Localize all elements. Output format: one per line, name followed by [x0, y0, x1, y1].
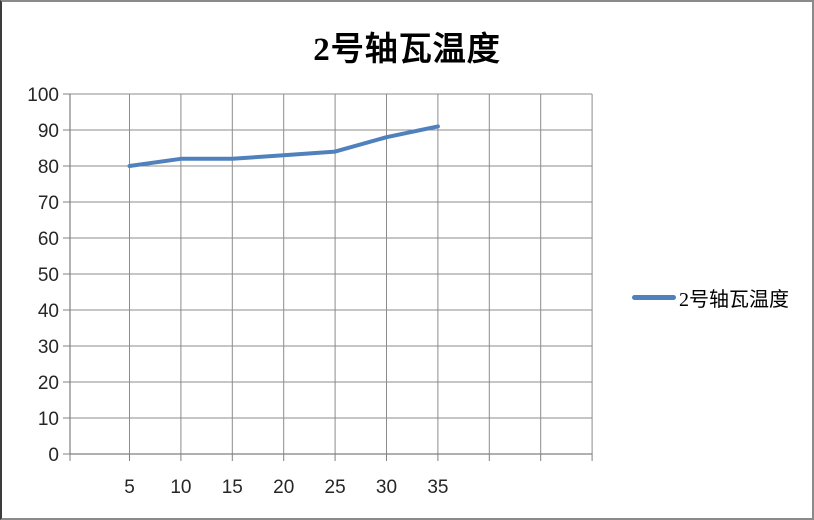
x-tick-label: 25	[325, 477, 346, 498]
x-tick-label: 35	[427, 477, 448, 498]
legend-line-swatch	[632, 294, 676, 300]
x-tick-label: 20	[273, 477, 294, 498]
y-tick-label: 60	[38, 229, 59, 250]
chart-title: 2号轴瓦温度	[313, 32, 501, 68]
y-tick-label: 90	[38, 121, 59, 142]
y-tick-label: 100	[27, 85, 59, 106]
y-tick-label: 50	[38, 265, 59, 286]
legend: 2号轴瓦温度	[632, 285, 789, 311]
x-tick-label: 10	[170, 477, 191, 498]
y-tick-label: 30	[38, 337, 59, 358]
legend-label: 2号轴瓦温度	[679, 288, 789, 311]
y-tick-label: 70	[38, 193, 59, 214]
x-tick-label: 5	[124, 477, 135, 498]
y-tick-label: 0	[48, 445, 59, 466]
y-tick-label: 80	[38, 157, 59, 178]
temperature-series-line	[127, 124, 440, 168]
y-tick-label: 40	[38, 301, 59, 322]
x-tick-label: 30	[376, 477, 397, 498]
x-tick-label: 15	[222, 477, 243, 498]
y-tick-label: 10	[38, 409, 59, 430]
y-tick-label: 20	[38, 373, 59, 394]
